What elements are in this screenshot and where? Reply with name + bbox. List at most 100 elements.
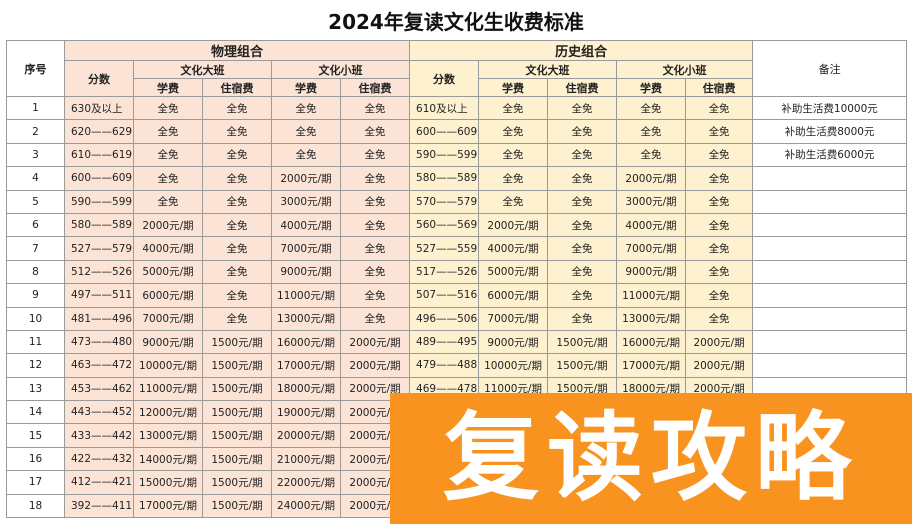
table-cell: 489——495	[409, 329, 480, 355]
table-cell: 全免	[478, 166, 549, 191]
table-cell: 全免	[616, 119, 687, 144]
table-cell: 512——526	[64, 259, 134, 285]
table-cell: 全免	[547, 306, 618, 331]
table-cell: 13000元/期	[133, 423, 203, 448]
header-cell: 分数	[64, 60, 134, 97]
table-cell: 433——442	[64, 423, 134, 448]
table-cell: 11000元/期	[133, 376, 203, 402]
table-cell: 4000元/期	[271, 212, 341, 238]
table-cell: 全免	[339, 119, 411, 144]
table-cell: 453——462	[64, 376, 134, 402]
header-cell: 学费	[133, 78, 203, 97]
table-cell: 20000元/期	[271, 423, 341, 448]
table-cell: 4000元/期	[133, 236, 203, 261]
header-cell: 备注	[752, 40, 908, 97]
table-cell: 全免	[685, 142, 754, 168]
table-cell: 全免	[685, 283, 754, 308]
row-number: 12	[6, 353, 65, 378]
row-number: 3	[6, 142, 65, 168]
row-number: 17	[6, 470, 65, 495]
table-cell: 17000元/期	[616, 353, 687, 378]
table-cell: 全免	[202, 259, 272, 285]
table-cell: 2000元/期	[339, 376, 411, 402]
row: 9 497——511 6000元/期 全免 11000元/期 全免 507——516 6000…	[6, 283, 908, 308]
header-cell: 学费	[271, 78, 341, 97]
remark-cell	[752, 283, 908, 308]
fee-table: 序号 物理组合 历史组合 备注 分数 文化大班 文化小班 分数 文化大班 文化小班 学费 住宿费 学费住…	[6, 40, 908, 519]
table-cell: 17000元/期	[133, 493, 203, 519]
table-cell: 4000元/期	[616, 212, 687, 238]
table-cell: 517——526	[409, 259, 480, 285]
table-cell: 全免	[133, 142, 203, 168]
table-cell: 590——599	[409, 142, 480, 168]
table-cell: 全免	[339, 142, 411, 168]
table-cell: 14000元/期	[133, 446, 203, 472]
table-cell: 9000元/期	[133, 329, 203, 355]
table-cell: 全免	[202, 212, 272, 238]
remark-cell	[752, 236, 908, 261]
table-cell: 1500元/期	[202, 423, 272, 448]
table-cell: 5000元/期	[133, 259, 203, 285]
table-cell: 全免	[685, 259, 754, 285]
table-cell: 全免	[202, 236, 272, 261]
table-cell: 1500元/期	[547, 353, 618, 378]
table-cell: 全免	[202, 306, 272, 331]
row-number: 15	[6, 423, 65, 448]
table-cell: 527——559	[409, 236, 480, 261]
table-cell: 全免	[133, 95, 203, 121]
table-cell: 全免	[202, 283, 272, 308]
table-cell: 443——452	[64, 400, 134, 425]
row: 7 527——579 4000元/期 全免 7000元/期 全免 527——559 4000元…	[6, 236, 908, 261]
table-cell: 422——432	[64, 446, 134, 472]
table-cell: 全免	[547, 283, 618, 308]
table-cell: 全免	[685, 212, 754, 238]
table-cell: 590——599	[64, 189, 134, 214]
table-cell: 全免	[339, 166, 411, 191]
table-cell: 全免	[616, 95, 687, 121]
table-cell: 全免	[685, 95, 754, 121]
header-cell: 学费	[616, 78, 687, 97]
table-cell: 全免	[339, 212, 411, 238]
row: 4 600——609 全免 全免 2000元/期 全免 580——589 全免 全免 2000元/…	[6, 166, 908, 191]
table-cell: 1500元/期	[547, 329, 618, 355]
table-cell: 24000元/期	[271, 493, 341, 519]
row-number: 10	[6, 306, 65, 331]
row-number: 4	[6, 166, 65, 191]
remark-cell: 补助生活费10000元	[752, 95, 908, 121]
table-cell: 1500元/期	[202, 353, 272, 378]
remark-cell	[752, 259, 908, 285]
remark-cell	[752, 212, 908, 238]
row-number: 5	[6, 189, 65, 214]
table-cell: 13000元/期	[271, 306, 341, 331]
row-number: 8	[6, 259, 65, 285]
header-cell: 文化大班	[133, 60, 272, 79]
table-cell: 580——589	[64, 212, 134, 238]
table-cell: 全免	[133, 189, 203, 214]
table-cell: 1500元/期	[202, 329, 272, 355]
table-cell: 4000元/期	[478, 236, 549, 261]
table-cell: 19000元/期	[271, 400, 341, 425]
title: 2024年复读文化生收费标准	[328, 10, 584, 34]
table-cell: 6000元/期	[133, 283, 203, 308]
table-cell: 610及以上	[409, 95, 480, 121]
table-cell: 1500元/期	[202, 470, 272, 495]
table-cell: 3000元/期	[616, 189, 687, 214]
table-cell: 全免	[478, 119, 549, 144]
table-cell: 全免	[271, 119, 341, 144]
remark-cell	[752, 189, 908, 214]
row: 5 590——599 全免 全免 3000元/期 全免 570——579 全免 全免 3000元/…	[6, 189, 908, 214]
table-cell: 全免	[202, 189, 272, 214]
table-cell: 全免	[685, 236, 754, 261]
table-cell: 全免	[685, 189, 754, 214]
row: 分数 文化大班 文化小班 分数 文化大班 文化小班	[7, 60, 907, 97]
group-header: 物理组合	[63, 40, 411, 61]
table-cell: 600——609	[64, 166, 134, 191]
table-cell: 22000元/期	[271, 470, 341, 495]
table-cell: 全免	[202, 119, 272, 144]
table-cell: 2000元/期	[339, 353, 411, 378]
header-cell: 住宿费	[339, 78, 411, 97]
group-header: 历史组合	[409, 40, 754, 61]
table-cell: 1500元/期	[202, 376, 272, 402]
header-cell: 文化小班	[616, 60, 754, 79]
